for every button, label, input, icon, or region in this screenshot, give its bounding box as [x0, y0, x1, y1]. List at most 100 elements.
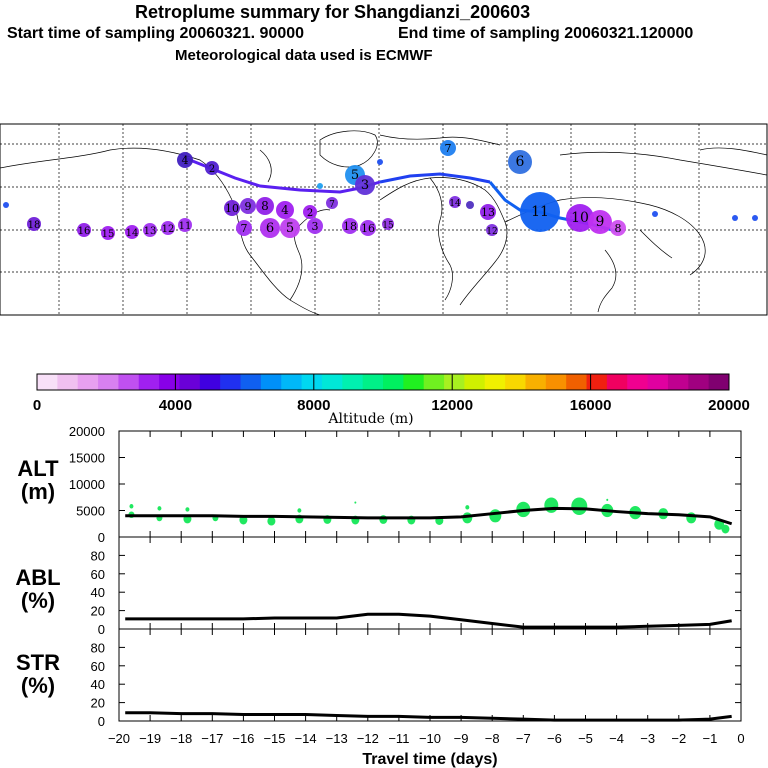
cluster-label: 2 [307, 208, 313, 219]
cluster-label: 13 [144, 226, 157, 237]
cluster-marker [177, 152, 193, 168]
colorbar-cell [281, 374, 303, 390]
colorbar-tick-label: 20000 [708, 397, 750, 414]
cluster-point [297, 508, 302, 513]
x-tick-label: −1 [702, 731, 717, 746]
x-tick-label: −19 [139, 731, 161, 746]
alt-label-line2: (m) [20, 479, 56, 504]
cluster-label: 7 [241, 222, 248, 235]
cluster-marker [355, 175, 375, 195]
x-tick-label: −20 [108, 731, 130, 746]
cluster-marker [307, 218, 323, 234]
colorbar-cell [77, 374, 99, 390]
cluster-label: 16 [361, 222, 375, 235]
y-tick-label: 80 [91, 640, 105, 655]
cluster-label: 15 [382, 221, 394, 231]
cluster-label: 13 [481, 206, 495, 219]
colorbar-cell [383, 374, 404, 390]
cluster-label: 11 [531, 204, 549, 220]
colorbar-cell [57, 374, 79, 390]
cluster-marker [161, 221, 175, 235]
x-tick-label: −12 [357, 731, 379, 746]
cluster-marker [466, 201, 474, 209]
cluster-point [489, 509, 502, 523]
cluster-label: 8 [615, 222, 622, 235]
cluster-point [606, 498, 609, 501]
colorbar-cell [342, 374, 364, 390]
cluster-marker [77, 223, 91, 237]
y-tick-label: 80 [91, 548, 105, 563]
cluster-marker [27, 217, 41, 231]
series-line [125, 612, 732, 629]
cluster-label: 6 [516, 154, 525, 170]
cluster-point [571, 497, 588, 516]
cluster-marker [588, 210, 612, 234]
str-label-line1: STR [16, 650, 60, 675]
x-tick-label: 0 [737, 731, 744, 746]
cluster-label: 7 [445, 142, 452, 155]
x-tick-label: −8 [485, 731, 500, 746]
cluster-label: 7 [329, 200, 335, 210]
cluster-label: 18 [28, 220, 41, 231]
cluster-label: 3 [361, 178, 369, 193]
x-tick-label: −4 [609, 731, 624, 746]
cluster-label: 18 [343, 220, 357, 233]
x-tick-label: −10 [419, 731, 441, 746]
met-data-note: Meteorological data used is ECMWF [175, 47, 433, 64]
colorbar-cell [586, 374, 608, 390]
abl-label-line1: ABL [15, 565, 61, 590]
colorbar-tick-label: 4000 [159, 397, 192, 414]
x-tick-label: −14 [295, 731, 317, 746]
cluster-marker [752, 215, 758, 221]
colorbar-cell [525, 374, 547, 390]
panel-frame [118, 430, 742, 538]
colorbar-cell [301, 374, 323, 390]
cluster-label: 12 [486, 227, 497, 237]
cluster-marker [732, 215, 738, 221]
cluster-label: 9 [245, 200, 252, 213]
cluster-point [157, 506, 162, 511]
map-coastlines [0, 130, 768, 316]
y-tick-label: 60 [91, 659, 105, 674]
cluster-label: 9 [596, 214, 605, 230]
abl-panel-label: ABL (%) [8, 566, 68, 612]
x-axis-label: Travel time (days) [362, 751, 497, 768]
cluster-marker [382, 218, 394, 230]
cluster-marker [303, 205, 317, 219]
colorbar-cell [199, 374, 221, 390]
cluster-point [185, 507, 190, 512]
cluster-marker [317, 183, 323, 189]
x-tick-label: −5 [578, 731, 593, 746]
cluster-marker [360, 220, 376, 236]
x-tick-label: −13 [326, 731, 348, 746]
colorbar-cell [464, 374, 486, 390]
panel-frame [118, 628, 742, 722]
cluster-marker [520, 192, 560, 232]
cluster-marker [326, 197, 338, 209]
cluster-marker [236, 220, 252, 236]
colorbar-cell [37, 374, 58, 390]
abl-label-line2: (%) [20, 588, 56, 613]
cluster-marker [440, 140, 456, 156]
y-tick-label: 20 [91, 604, 105, 619]
cluster-label: 2 [209, 164, 215, 175]
colorbar-cell [159, 374, 180, 390]
sampling-start: Start time of sampling 20060321. 90000 [7, 25, 305, 42]
colorbar-cell [118, 374, 140, 390]
x-tick-label: −15 [263, 731, 285, 746]
colorbar-cell [606, 374, 628, 390]
colorbar-cell [321, 374, 343, 390]
colorbar-cell [444, 374, 465, 390]
colorbar-cell [403, 374, 425, 390]
colorbar-cell [566, 374, 588, 390]
cluster-label: 8 [261, 199, 269, 213]
cluster-marker [224, 200, 240, 216]
cluster-label: 11 [179, 221, 192, 232]
colorbar-cell [240, 374, 262, 390]
cluster-point [267, 516, 276, 526]
x-tick-label: −2 [671, 731, 686, 746]
colorbar-cell [505, 374, 526, 390]
